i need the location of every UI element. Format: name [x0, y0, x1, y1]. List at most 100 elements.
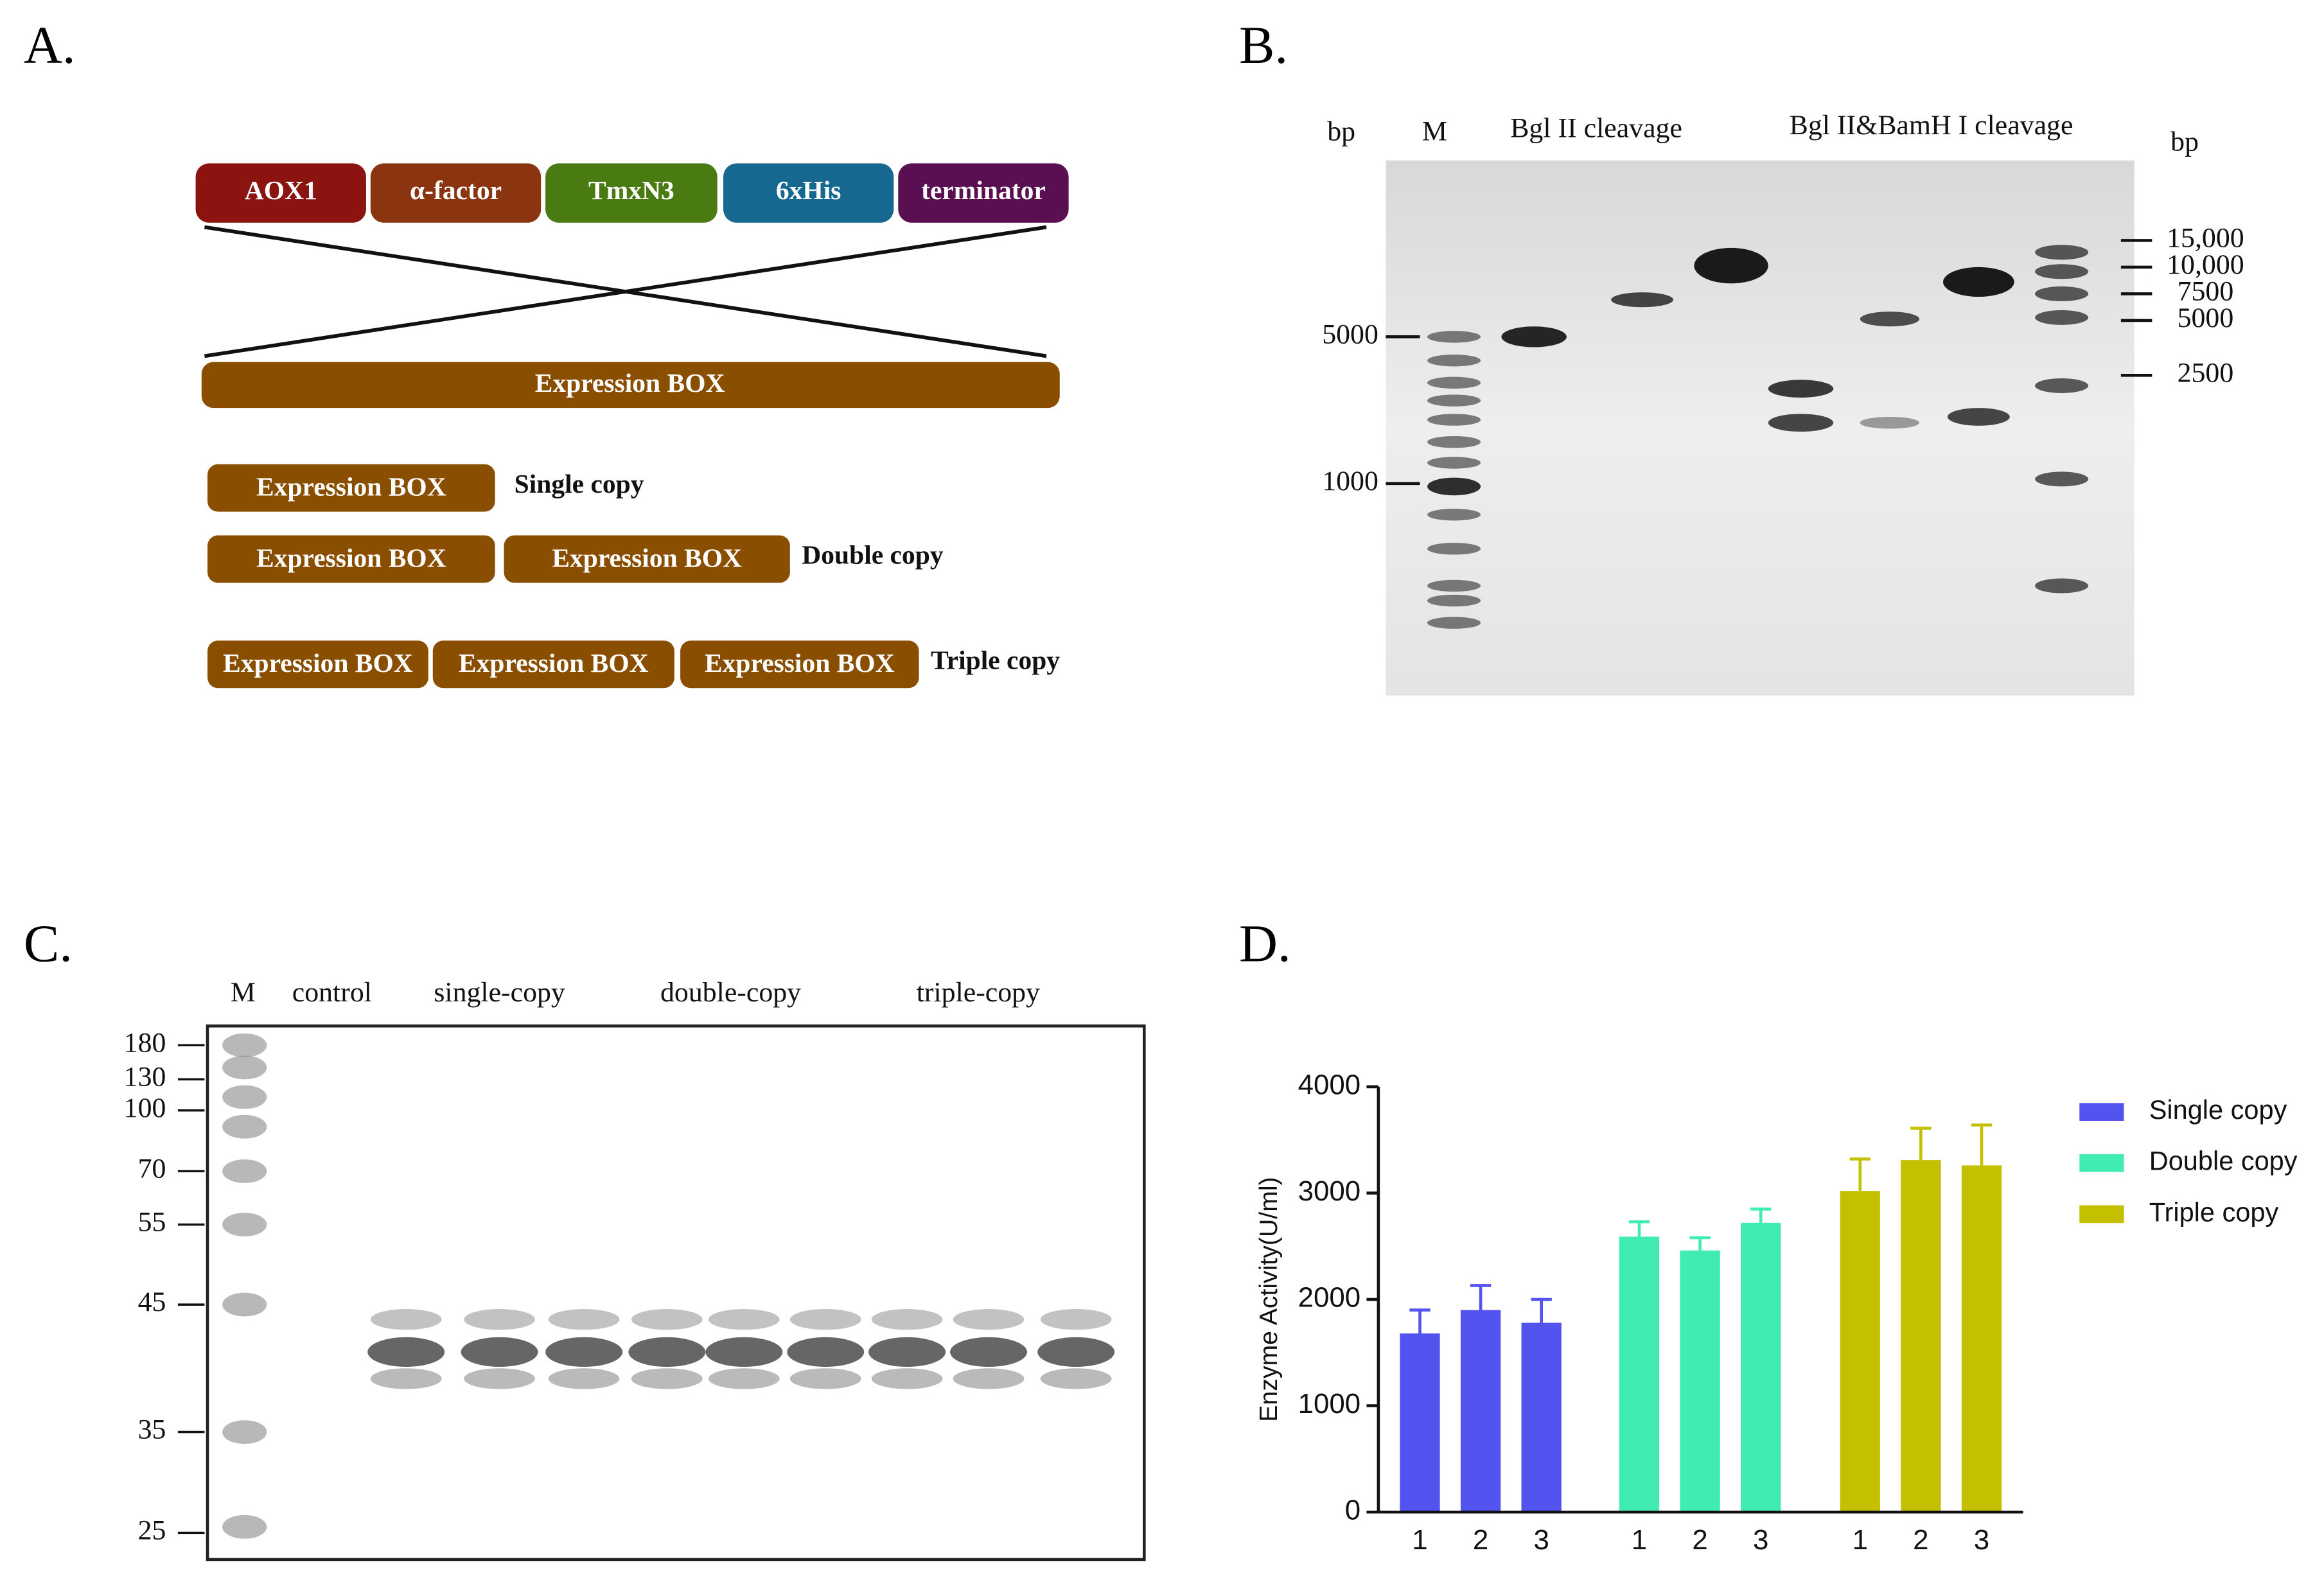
legend-swatch — [2079, 1205, 2124, 1224]
lane-label: M — [1422, 116, 1447, 146]
error-bar — [1470, 1284, 1492, 1310]
lane-group-label: triple-copy — [917, 977, 1040, 1008]
gel-band — [1768, 380, 1834, 398]
gel-band — [2035, 264, 2089, 279]
segment-label: 6xHis — [776, 175, 841, 205]
gel-band — [2035, 378, 2089, 394]
gel-band — [222, 1085, 267, 1109]
error-bar — [1750, 1207, 1772, 1223]
gel-band — [1611, 292, 1674, 308]
gel-band — [222, 1213, 267, 1236]
lane-group-label: Bgl II&BamH I cleavage — [1790, 110, 2073, 141]
y-tick-label: 4000 — [1298, 1069, 1361, 1100]
gel-band — [464, 1368, 535, 1389]
gel-band — [871, 1368, 943, 1389]
gel-band — [1768, 414, 1834, 432]
copy-box-label: Expression BOX — [705, 648, 895, 678]
gene-segment — [723, 163, 894, 223]
marker-label: 10,000 — [2167, 249, 2244, 280]
error-bar — [1689, 1236, 1711, 1251]
marker-label: 5000 — [1322, 319, 1378, 349]
panel-d: 0 1000 2000 3000 4000 Enzyme Activity(U/ml) 1 2… — [1254, 1069, 2298, 1555]
expression-box-label: Expression BOX — [535, 368, 725, 398]
bar — [1619, 1236, 1660, 1513]
gel-band — [1427, 376, 1481, 389]
gel-band — [1942, 267, 2014, 297]
segment-label: TmxN3 — [588, 175, 674, 205]
segment-label: α-factor — [410, 175, 502, 205]
gel-band — [1427, 414, 1481, 426]
segment-label: AOX1 — [245, 175, 317, 205]
copy-box-label: Expression BOX — [552, 543, 742, 572]
panel-label: A. — [24, 15, 76, 75]
copy-box-label: Expression BOX — [256, 543, 446, 572]
y-tick-label: 0 — [1345, 1495, 1360, 1526]
gene-segment — [898, 163, 1069, 223]
gel-band — [2035, 286, 2089, 301]
gel-band — [787, 1337, 865, 1367]
marker-label: 70 — [138, 1153, 166, 1184]
legend-swatch — [2079, 1154, 2124, 1172]
y-tick-label: 2000 — [1298, 1282, 1361, 1314]
marker-label: 100 — [124, 1093, 166, 1123]
gel-band — [464, 1309, 535, 1330]
bar — [1840, 1191, 1880, 1513]
gene-segment — [195, 163, 366, 223]
crossover-line — [204, 225, 1047, 358]
panel-a: AOX1 α-factor TmxN3 6xHis terminator Expressi… — [195, 163, 1069, 689]
copy-box — [432, 640, 674, 689]
marker-label: 55 — [138, 1207, 166, 1238]
gel-band — [222, 1033, 267, 1057]
bar — [1961, 1165, 2002, 1513]
gel-band — [545, 1337, 623, 1367]
gel-band — [222, 1292, 267, 1317]
x-tick-label: 1 — [1412, 1524, 1427, 1556]
error-bar — [1531, 1297, 1552, 1323]
legend-label: Double copy — [2149, 1146, 2298, 1176]
copy-label: Triple copy — [931, 646, 1060, 675]
bar — [1901, 1160, 1941, 1513]
error-bar — [1971, 1123, 1993, 1166]
marker-label: 45 — [138, 1287, 166, 1317]
gel-band — [1427, 617, 1481, 629]
x-tick-label: 3 — [1753, 1524, 1768, 1556]
gel-band — [1427, 594, 1481, 607]
gel-band — [2035, 310, 2089, 325]
gel-band — [631, 1368, 703, 1389]
copy-box-label: Expression BOX — [459, 648, 649, 678]
marker-label: 2500 — [2178, 357, 2234, 388]
lane-group-label: single-copy — [434, 977, 565, 1008]
gel-band — [708, 1309, 780, 1330]
gel-band — [950, 1337, 1028, 1367]
gel-band — [871, 1309, 943, 1330]
gel-image — [1386, 160, 2135, 696]
gel-band — [548, 1309, 620, 1330]
legend-label: Triple copy — [2149, 1197, 2279, 1227]
gel-band — [1427, 331, 1481, 343]
copy-box — [207, 535, 495, 583]
panel-label: C. — [24, 913, 73, 972]
copy-label: Double copy — [802, 540, 944, 570]
marker-label: 5000 — [2178, 303, 2234, 333]
gel-band — [548, 1368, 620, 1389]
y-tick-label: 1000 — [1298, 1388, 1361, 1420]
gel-band — [868, 1337, 946, 1367]
gel-band — [2035, 245, 2089, 260]
gel-band — [2035, 578, 2089, 593]
marker-label: 25 — [138, 1515, 166, 1545]
gel-band — [461, 1337, 538, 1367]
gel-band — [1427, 509, 1481, 521]
gel-band — [708, 1368, 780, 1389]
marker-label: 15,000 — [2167, 222, 2244, 253]
lane-label: M — [231, 977, 256, 1008]
bar — [1741, 1222, 1781, 1513]
gel-band — [222, 1055, 267, 1080]
marker-label: 7500 — [2178, 276, 2234, 307]
bar — [1400, 1333, 1440, 1513]
panel-b: bp M Bgl II cleavage Bgl II&BamH I cleavage… — [1322, 110, 2244, 696]
lane-group-label: Bgl II cleavage — [1510, 113, 1682, 144]
error-bar — [1910, 1127, 1932, 1161]
y-axis-title: Enzyme Activity(U/ml) — [1254, 1177, 1283, 1421]
y-tick-label: 3000 — [1298, 1175, 1361, 1207]
